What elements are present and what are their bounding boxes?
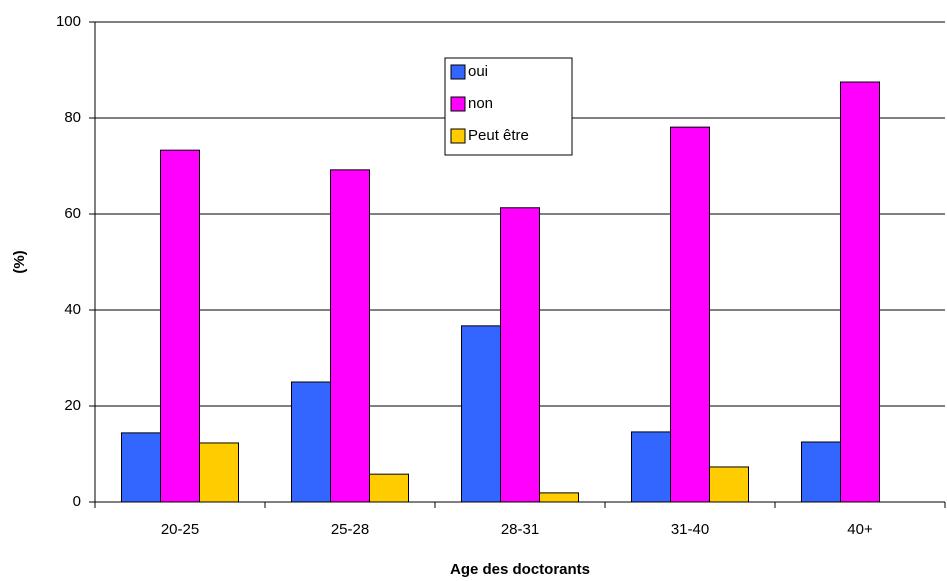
- y-tick-label: 80: [64, 109, 81, 126]
- legend-box: [444, 57, 573, 156]
- bar: [199, 442, 239, 503]
- y-tick-label: 40: [64, 301, 81, 318]
- bar: [500, 207, 540, 503]
- x-tick-label: 25-28: [331, 521, 369, 538]
- legend-label: Peut être: [468, 127, 529, 144]
- bar: [539, 492, 579, 503]
- y-tick-label: 0: [73, 493, 81, 510]
- y-tick-label: 20: [64, 397, 81, 414]
- bar: [160, 149, 200, 503]
- bar: [121, 432, 161, 503]
- y-tick-label: 60: [64, 205, 81, 222]
- bar: [369, 473, 409, 503]
- bar: [291, 381, 331, 503]
- bar: [631, 431, 671, 503]
- x-axis-label: Age des doctorants: [450, 561, 590, 578]
- x-tick-label: 31-40: [671, 521, 709, 538]
- x-tick-label: 20-25: [161, 521, 199, 538]
- legend-swatch: [450, 96, 466, 112]
- bar: [801, 441, 841, 503]
- legend: oui non Peut être: [444, 57, 573, 156]
- legend-swatch: [450, 128, 466, 144]
- x-tick-label: 40+: [847, 521, 873, 538]
- legend-label: non: [468, 95, 493, 112]
- y-tick-label: 100: [56, 13, 81, 30]
- bar: [709, 466, 749, 503]
- bar: [330, 169, 370, 503]
- bar: [461, 325, 501, 503]
- bar: [840, 81, 880, 503]
- legend-label: oui: [468, 63, 488, 80]
- y-axis-label: (%): [11, 250, 28, 273]
- legend-swatch: [450, 64, 466, 80]
- x-tick-label: 28-31: [501, 521, 539, 538]
- bar: [670, 126, 710, 503]
